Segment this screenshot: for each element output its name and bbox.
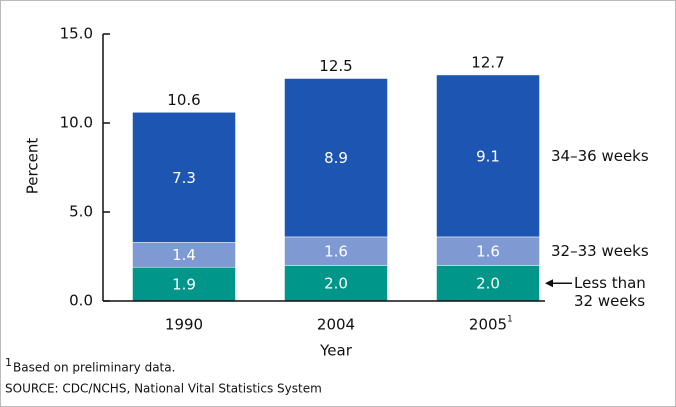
source: SOURCE: CDC/NCHS, National Vital Statist… xyxy=(5,382,322,396)
total-label: 10.6 xyxy=(167,91,200,109)
y-axis-label: Percent xyxy=(24,138,42,195)
x-axis-label: Year xyxy=(319,342,353,360)
bar-segment xyxy=(284,78,388,238)
y-tick-label: 15.0 xyxy=(60,25,93,43)
value-label: 2.0 xyxy=(324,275,348,293)
series-label: 32–33 weeks xyxy=(551,242,649,261)
bar-segment xyxy=(284,236,388,266)
bar-segment xyxy=(284,265,388,302)
footnote: Based on preliminary data. xyxy=(13,361,175,375)
bar-segment xyxy=(436,236,540,266)
category-footnote-marker: 1 xyxy=(507,315,513,325)
total-label: 12.5 xyxy=(319,57,352,75)
y-tick-label: 10.0 xyxy=(60,114,93,132)
x-tick-label: 1990 xyxy=(165,316,203,334)
total-label: 12.7 xyxy=(471,53,504,71)
value-label: 1.4 xyxy=(172,246,196,264)
bar-segment xyxy=(132,242,236,268)
x-tick-label: 2004 xyxy=(317,316,355,334)
arrow-head xyxy=(545,279,553,288)
value-label: 1.6 xyxy=(324,243,348,261)
series-label: Less than 32 weeks xyxy=(574,274,646,311)
bar-segment xyxy=(132,112,236,243)
footnote-marker: 1 xyxy=(5,356,12,369)
y-tick-label: 5.0 xyxy=(69,203,93,221)
series-label: 34–36 weeks xyxy=(551,146,649,165)
value-label: 1.9 xyxy=(172,276,196,294)
x-tick-label: 2005 xyxy=(469,316,507,334)
value-label: 7.3 xyxy=(172,169,196,187)
value-label: 8.9 xyxy=(324,149,348,167)
value-label: 9.1 xyxy=(476,147,500,165)
y-tick-label: 0.0 xyxy=(69,292,93,310)
value-label: 2.0 xyxy=(476,275,500,293)
bar-segment xyxy=(436,74,540,238)
value-label: 1.6 xyxy=(476,243,500,261)
